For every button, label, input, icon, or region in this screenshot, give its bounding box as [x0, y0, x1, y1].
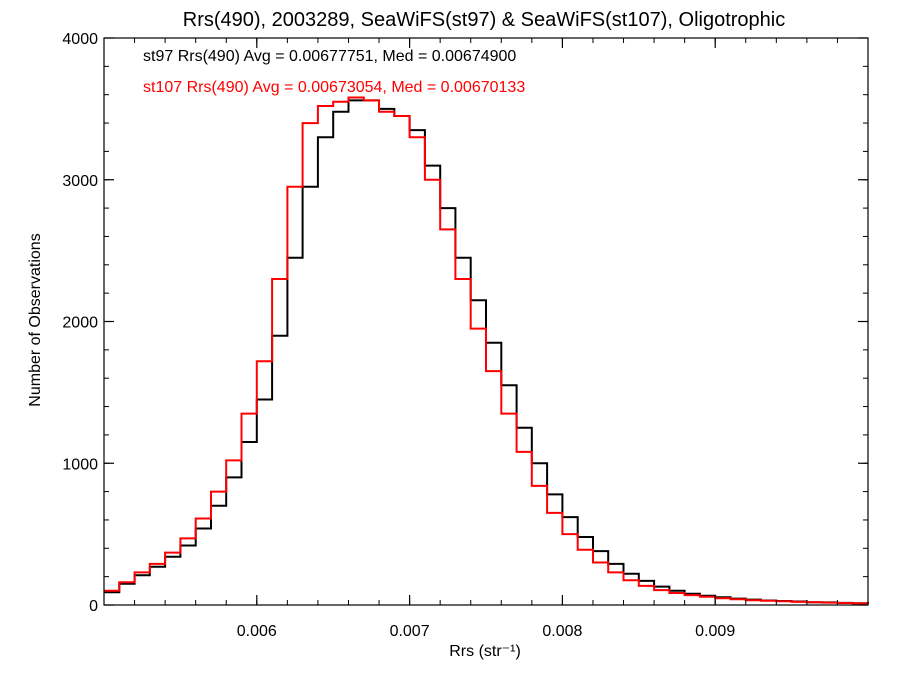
y-tick-label: 3000	[62, 173, 98, 190]
chart-title: Rrs(490), 2003289, SeaWiFS(st97) & SeaWi…	[183, 9, 785, 31]
annotation-st107: st107 Rrs(490) Avg = 0.00673054, Med = 0…	[143, 79, 525, 96]
annotation-st97: st97 Rrs(490) Avg = 0.00677751, Med = 0.…	[143, 48, 516, 65]
y-tick-label: 2000	[62, 315, 98, 332]
y-axis-label: Number of Observations	[27, 233, 44, 406]
series-layer	[104, 96, 869, 605]
y-tick-label: 4000	[62, 31, 98, 48]
x-tick-label: 0.009	[695, 623, 735, 640]
y-tick-label: 0	[89, 598, 98, 615]
x-tick-label: 0.006	[237, 623, 277, 640]
series-st107-line	[104, 96, 869, 605]
x-axis-label: Rrs (str⁻¹)	[449, 643, 521, 660]
y-tick-label: 1000	[62, 456, 98, 473]
x-tick-label: 0.007	[390, 623, 430, 640]
x-tick-label: 0.008	[542, 623, 582, 640]
plot-frame	[103, 37, 869, 606]
